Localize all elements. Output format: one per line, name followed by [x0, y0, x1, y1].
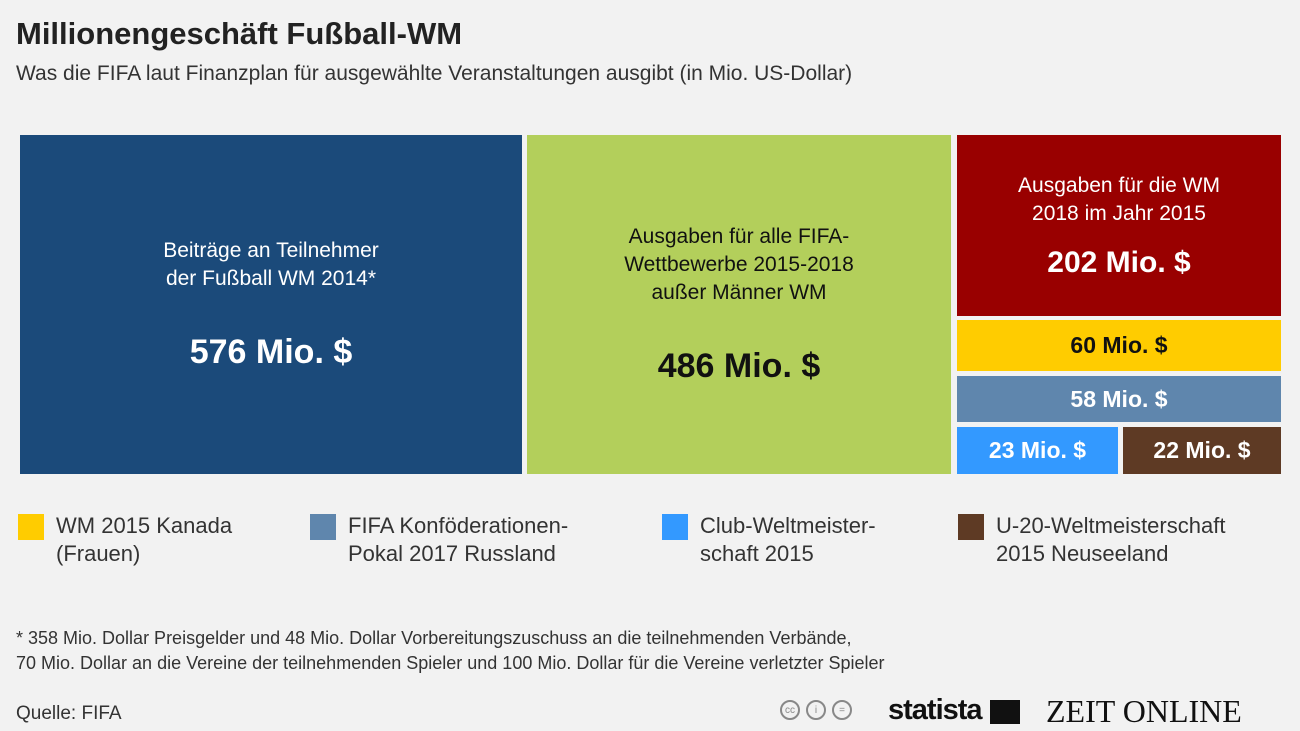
tile-value: 58 Mio. $ [1070, 385, 1168, 412]
treemap-tile: Beiträge an Teilnehmer der Fußball WM 20… [20, 135, 522, 474]
tile-value: 23 Mio. $ [988, 437, 1087, 463]
tile-value: 22 Mio. $ [1153, 437, 1251, 463]
nd-icon: = [832, 700, 852, 720]
zeit-online-logo: ZEIT ONLINE [1046, 693, 1242, 729]
treemap-tile: Ausgaben für die WM 2018 im Jahr 2015 202… [957, 135, 1281, 316]
chart-subtitle: Was die FIFA laut Finanzplan für ausgewä… [16, 62, 853, 85]
legend-label: WM 2015 Kanada (Frauen) [56, 513, 233, 566]
treemap-tile: 22 Mio. $ [1123, 427, 1281, 474]
by-icon: i [806, 700, 826, 720]
tile-value: 60 Mio. $ [1070, 332, 1168, 358]
legend-label: FIFA Konföderationen- Pokal 2017 Russlan… [348, 513, 569, 566]
cc-icon: cc [780, 700, 800, 720]
legend-label: U-20-Weltmeisterschaft 2015 Neuseeland [996, 513, 1226, 566]
legend-swatch [662, 514, 688, 540]
legend-swatch [958, 514, 984, 540]
footnote: * 358 Mio. Dollar Preisgelder und 48 Mio… [16, 628, 885, 673]
legend-swatch [18, 514, 44, 540]
treemap-tile: 23 Mio. $ [957, 427, 1118, 474]
treemap-tile: 58 Mio. $ [957, 376, 1281, 422]
source: Quelle: FIFA [16, 703, 122, 724]
statista-mark-icon [990, 700, 1020, 724]
creative-commons-icons: cc i = [780, 700, 852, 720]
treemap-tile: Ausgaben für alle FIFA- Wettbewerbe 2015… [527, 135, 951, 474]
legend-item: FIFA Konföderationen- Pokal 2017 Russlan… [310, 512, 568, 568]
legend-item: U-20-Weltmeisterschaft 2015 Neuseeland [958, 512, 1225, 568]
legend-swatch [310, 514, 336, 540]
legend-item: WM 2015 Kanada (Frauen) [18, 512, 232, 568]
tile-value: 202 Mio. $ [1047, 245, 1191, 279]
legend-item: Club-Weltmeister- schaft 2015 [662, 512, 876, 568]
tile-value: 576 Mio. $ [189, 333, 353, 371]
legend-label: Club-Weltmeister- schaft 2015 [700, 513, 876, 566]
chart-title: Millionengeschäft Fußball-WM [16, 16, 463, 51]
tile-label: Ausgaben für alle FIFA- Wettbewerbe 2015… [624, 225, 854, 304]
tile-label: Ausgaben für die WM 2018 im Jahr 2015 [1018, 173, 1220, 225]
treemap-tile: 60 Mio. $ [957, 320, 1281, 371]
tile-label: Beiträge an Teilnehmer der Fußball WM 20… [163, 239, 379, 290]
tile-value: 486 Mio. $ [657, 347, 821, 385]
statista-logo: statista [888, 694, 983, 726]
